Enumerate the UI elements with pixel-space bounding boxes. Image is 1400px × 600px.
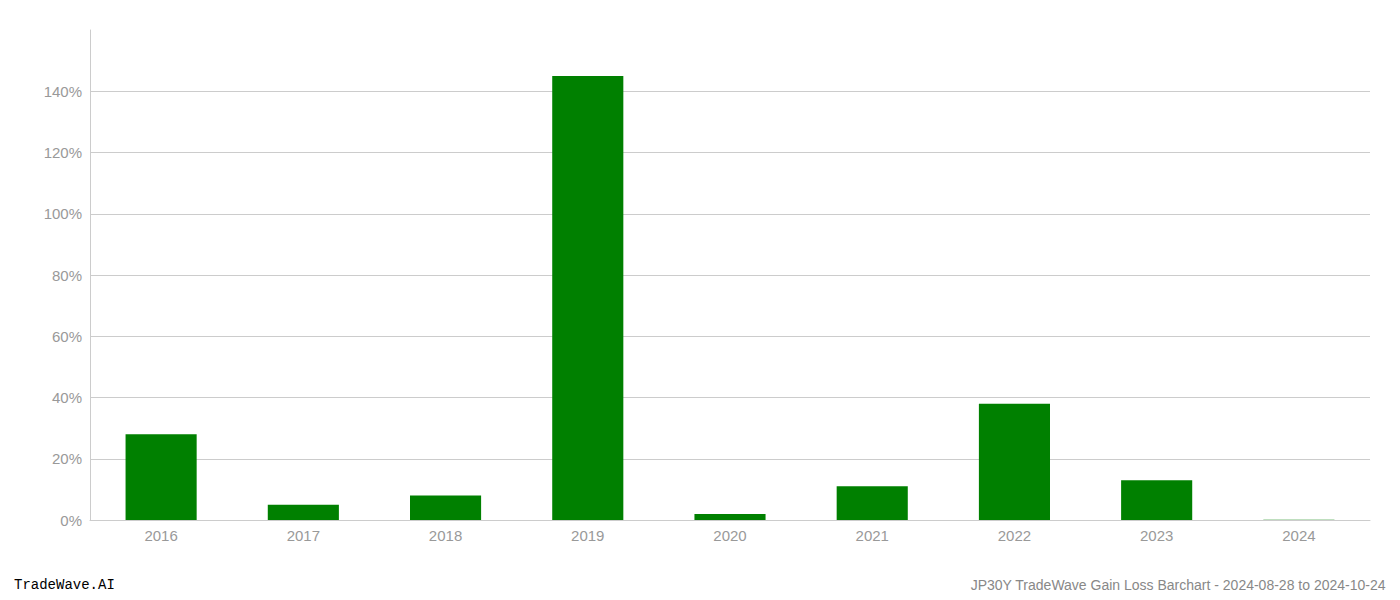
svg-text:2019: 2019 xyxy=(571,527,604,544)
svg-text:40%: 40% xyxy=(52,389,82,406)
svg-text:2016: 2016 xyxy=(144,527,177,544)
svg-text:120%: 120% xyxy=(44,144,82,161)
svg-text:2022: 2022 xyxy=(998,527,1031,544)
svg-text:140%: 140% xyxy=(44,83,82,100)
svg-text:2020: 2020 xyxy=(713,527,746,544)
svg-text:60%: 60% xyxy=(52,328,82,345)
svg-text:2024: 2024 xyxy=(1282,527,1315,544)
svg-text:JP30Y TradeWave Gain Loss Barc: JP30Y TradeWave Gain Loss Barchart - 202… xyxy=(971,577,1386,593)
svg-text:100%: 100% xyxy=(44,205,82,222)
svg-text:0%: 0% xyxy=(60,512,82,529)
svg-text:2017: 2017 xyxy=(287,527,320,544)
svg-text:20%: 20% xyxy=(52,450,82,467)
svg-text:TradeWave.AI: TradeWave.AI xyxy=(14,577,115,593)
svg-text:80%: 80% xyxy=(52,267,82,284)
svg-text:2018: 2018 xyxy=(429,527,462,544)
svg-text:2023: 2023 xyxy=(1140,527,1173,544)
svg-text:2021: 2021 xyxy=(856,527,889,544)
